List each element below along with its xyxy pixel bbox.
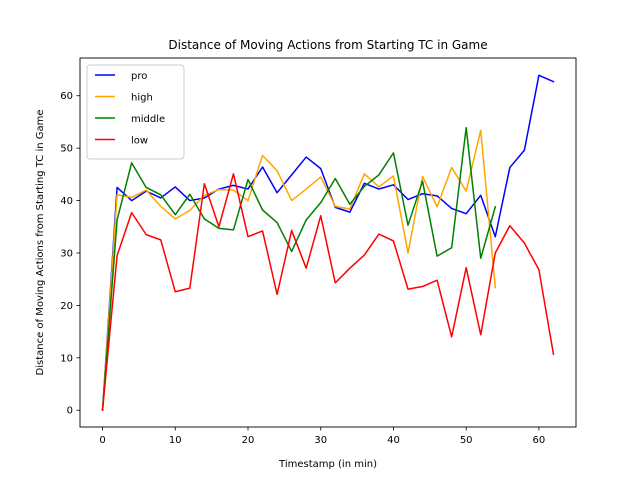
legend: pro high middle low [86, 64, 185, 160]
series-line-middle [101, 126, 497, 412]
legend-box [86, 64, 185, 160]
y-tick-label: 30 [60, 248, 73, 259]
legend-label-pro: pro [131, 71, 147, 82]
legend-label-low: low [131, 136, 148, 147]
x-tick-label: 60 [533, 435, 546, 446]
series-line-pro [101, 74, 555, 412]
y-tick-label: 60 [60, 91, 73, 102]
series-line-low [101, 173, 555, 412]
x-tick-label: 10 [169, 435, 182, 446]
series-layer [101, 74, 555, 412]
y-axis-label: Distance of Moving Actions from Starting… [35, 109, 46, 375]
x-tick-label: 40 [387, 435, 400, 446]
x-tick-label: 0 [99, 435, 105, 446]
y-tick-label: 50 [60, 144, 73, 155]
y-tick-label: 40 [60, 196, 73, 207]
x-axis-ticks: 0 10 20 30 40 50 60 [99, 427, 545, 446]
x-tick-label: 50 [460, 435, 473, 446]
legend-label-middle: middle [131, 114, 165, 125]
y-tick-label: 20 [60, 301, 73, 312]
series-line-high [101, 129, 497, 412]
x-axis-label: Timestamp (in min) [278, 459, 377, 470]
legend-label-high: high [131, 93, 153, 104]
chart-title: Distance of Moving Actions from Starting… [168, 38, 487, 52]
y-axis-ticks: 0 10 20 30 40 50 60 [60, 91, 80, 417]
plot-frame [79, 57, 577, 428]
y-tick-label: 0 [67, 406, 73, 417]
x-tick-label: 30 [314, 435, 327, 446]
y-tick-label: 10 [60, 353, 73, 364]
x-tick-label: 20 [242, 435, 255, 446]
